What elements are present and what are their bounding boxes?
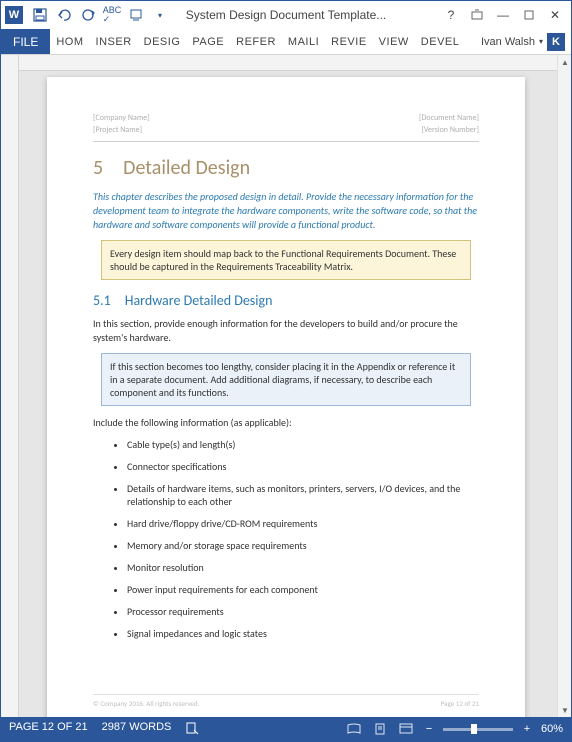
- web-layout-icon[interactable]: [397, 721, 415, 737]
- tab-page-layout[interactable]: PAGE: [186, 29, 230, 54]
- scroll-up-icon[interactable]: ▲: [558, 55, 571, 69]
- tab-home[interactable]: HOM: [50, 29, 89, 54]
- heading-1-text: Detailed Design: [123, 156, 250, 180]
- status-left: PAGE 12 OF 21 2987 WORDS: [9, 721, 199, 738]
- read-mode-icon[interactable]: [345, 721, 363, 737]
- body-paragraph-2: Include the following information (as ap…: [93, 416, 479, 430]
- heading-1: 5 Detailed Design: [93, 156, 479, 180]
- close-icon[interactable]: ✕: [543, 4, 567, 26]
- vertical-scrollbar[interactable]: ▲ ▼: [557, 55, 571, 717]
- page-header-row2: [Project Name] [Version Number]: [93, 125, 479, 142]
- horizontal-ruler[interactable]: [19, 55, 557, 71]
- header-docname: [Document Name]: [419, 113, 479, 123]
- heading-2-number: 5.1: [93, 292, 111, 309]
- header-project: [Project Name]: [93, 125, 142, 135]
- document-page[interactable]: [Company Name] [Document Name] [Project …: [47, 77, 525, 717]
- heading-1-number: 5: [93, 156, 103, 180]
- page-footer: © Company 2016. All rights reserved. Pag…: [93, 694, 479, 708]
- zoom-out-button[interactable]: −: [423, 723, 435, 735]
- tab-design[interactable]: DESIG: [138, 29, 187, 54]
- qat-dropdown-icon[interactable]: ▾: [149, 4, 171, 26]
- callout-yellow: Every design item should map back to the…: [101, 240, 471, 280]
- ribbon-tabs: FILE HOM INSER DESIG PAGE REFER MAILI RE…: [1, 29, 571, 55]
- status-right: − + 60%: [345, 721, 563, 737]
- chapter-intro: This chapter describes the proposed desi…: [93, 190, 479, 232]
- header-version: [Version Number]: [421, 125, 479, 135]
- tab-mailings[interactable]: MAILI: [282, 29, 325, 54]
- list-item: Memory and/or storage space requirements: [127, 539, 479, 552]
- footer-page: Page 12 of 21: [441, 699, 479, 708]
- ribbon-display-icon[interactable]: [465, 4, 489, 26]
- status-proofing-icon[interactable]: [185, 721, 199, 738]
- list-item: Cable type(s) and length(s): [127, 438, 479, 451]
- user-account[interactable]: Ivan Walsh ▾ K: [481, 29, 571, 54]
- spellcheck-icon[interactable]: ABC✓: [101, 4, 123, 26]
- list-item: Details of hardware items, such as monit…: [127, 482, 479, 508]
- callout-blue: If this section becomes too lengthy, con…: [101, 353, 471, 406]
- heading-2-text: Hardware Detailed Design: [125, 292, 273, 309]
- user-avatar: K: [547, 33, 565, 51]
- zoom-slider[interactable]: [443, 728, 513, 731]
- zoom-level[interactable]: 60%: [541, 723, 563, 735]
- status-page[interactable]: PAGE 12 OF 21: [9, 721, 88, 738]
- tab-developer[interactable]: DEVEL: [415, 29, 466, 54]
- list-item: Signal impedances and logic states: [127, 627, 479, 640]
- help-icon[interactable]: ?: [439, 4, 463, 26]
- body-paragraph-1: In this section, provide enough informat…: [93, 317, 479, 345]
- scroll-down-icon[interactable]: ▼: [558, 703, 571, 717]
- list-item: Hard drive/floppy drive/CD-ROM requireme…: [127, 517, 479, 530]
- window-controls: ? — ✕: [439, 4, 567, 26]
- tab-insert[interactable]: INSER: [90, 29, 138, 54]
- list-item: Monitor resolution: [127, 561, 479, 574]
- minimize-icon[interactable]: —: [491, 4, 515, 26]
- bullet-list: Cable type(s) and length(s) Connector sp…: [93, 438, 479, 640]
- tab-file[interactable]: FILE: [1, 29, 50, 54]
- customize-qat-icon[interactable]: [125, 4, 147, 26]
- tab-review[interactable]: REVIE: [325, 29, 373, 54]
- header-company: [Company Name]: [93, 113, 150, 123]
- maximize-icon[interactable]: [517, 4, 541, 26]
- redo-icon[interactable]: [77, 4, 99, 26]
- word-app-icon[interactable]: W: [5, 6, 23, 24]
- status-words[interactable]: 2987 WORDS: [102, 721, 172, 738]
- tab-references[interactable]: REFER: [230, 29, 282, 54]
- vertical-ruler[interactable]: [1, 55, 19, 717]
- zoom-thumb[interactable]: [471, 724, 477, 734]
- list-item: Processor requirements: [127, 605, 479, 618]
- quick-access-toolbar: W ABC✓ ▾: [5, 4, 171, 26]
- heading-2: 5.1 Hardware Detailed Design: [93, 292, 479, 309]
- user-name: Ivan Walsh: [481, 36, 535, 48]
- tab-view[interactable]: VIEW: [373, 29, 415, 54]
- status-bar: PAGE 12 OF 21 2987 WORDS − + 60%: [1, 717, 571, 741]
- zoom-in-button[interactable]: +: [521, 723, 533, 735]
- document-canvas: ▲ ▼ [Company Name] [Document Name] [Proj…: [1, 55, 571, 717]
- list-item: Power input requirements for each compon…: [127, 583, 479, 596]
- save-icon[interactable]: [29, 4, 51, 26]
- print-layout-icon[interactable]: [371, 721, 389, 737]
- footer-copyright: © Company 2016. All rights reserved.: [93, 699, 199, 708]
- page-header-row1: [Company Name] [Document Name]: [93, 113, 479, 123]
- title-bar: W ABC✓ ▾ System Design Document Template…: [1, 1, 571, 29]
- undo-icon[interactable]: [53, 4, 75, 26]
- list-item: Connector specifications: [127, 460, 479, 473]
- window-title: System Design Document Template...: [186, 8, 387, 22]
